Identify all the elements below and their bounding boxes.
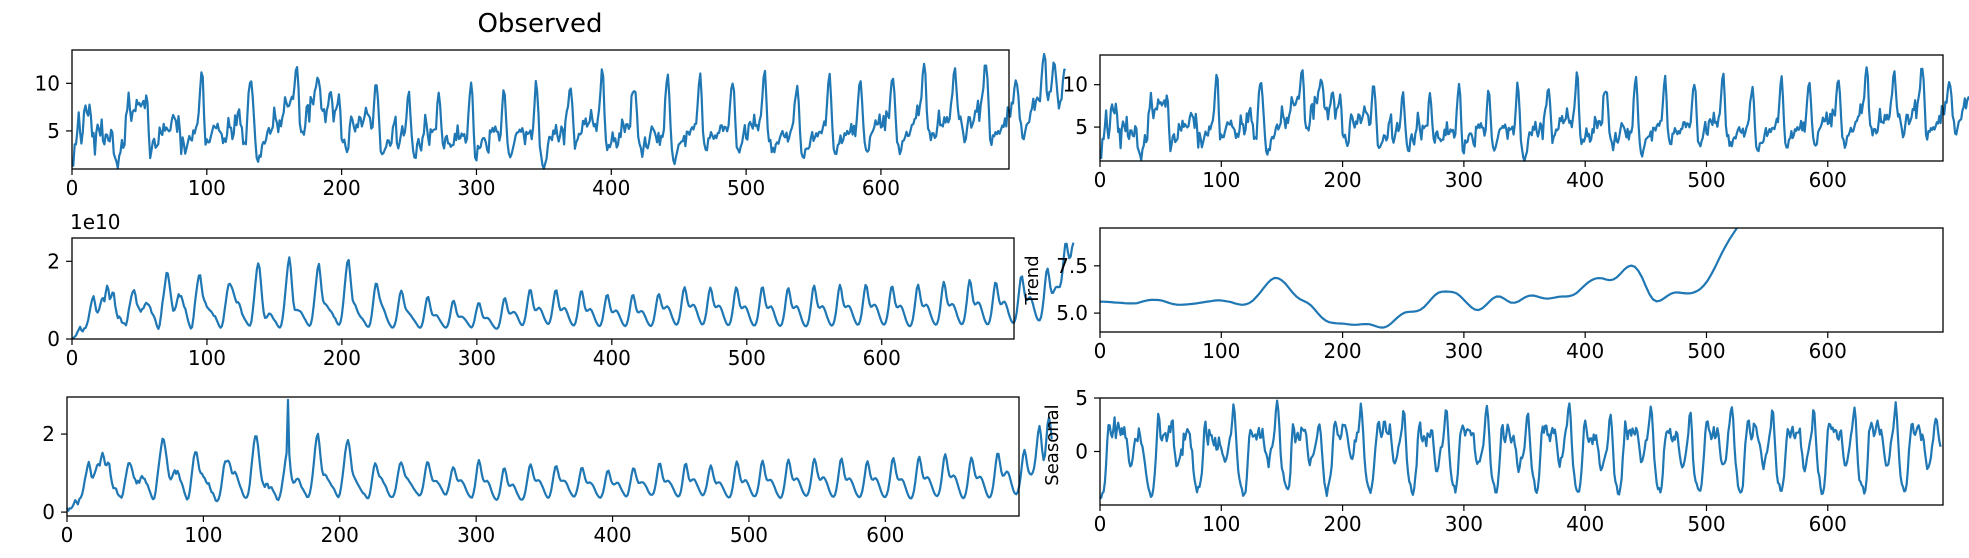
x-tick-label-1-200: 200 — [323, 346, 361, 370]
series-line-2-0 — [66, 398, 1053, 512]
x-tick-label-3-200: 200 — [1323, 168, 1361, 192]
x-tick-label-3-300: 300 — [1445, 168, 1483, 192]
y-tick-label-0-10: 10 — [35, 71, 60, 95]
x-tick-label-3-500: 500 — [1687, 168, 1725, 192]
x-tick-label-2-200: 200 — [321, 523, 359, 547]
x-tick-label-4-100: 100 — [1202, 339, 1240, 363]
panel-right-2: 0 100 200 300 400 500 600 5.0 7.5 — [1056, 227, 1944, 363]
x-tick-label-4-600: 600 — [1809, 339, 1847, 363]
x-tick-label-0-200: 200 — [323, 176, 361, 200]
y-tick-label-2-2: 2 — [42, 422, 55, 446]
x-tick-label-2-300: 300 — [457, 523, 495, 547]
x-tick-label-5-300: 300 — [1445, 512, 1483, 536]
x-tick-label-5-400: 400 — [1566, 512, 1604, 536]
axes-frame-3 — [1099, 54, 1944, 162]
ylabel-seasonal: Seasonal — [1042, 404, 1063, 485]
panel-right-3: 0 100 200 300 400 500 600 0 5 — [1075, 386, 1944, 536]
x-tick-label-2-400: 400 — [593, 523, 631, 547]
x-tick-label-0-300: 300 — [457, 176, 495, 200]
x-tick-label-5-500: 500 — [1687, 512, 1725, 536]
x-tick-label-5-600: 600 — [1809, 512, 1847, 536]
x-tick-label-1-600: 600 — [863, 346, 901, 370]
x-tick-label-3-600: 600 — [1809, 168, 1847, 192]
panel-left-2: 0 100 200 300 400 500 600 0 2 — [47, 237, 1075, 370]
x-tick-label-2-0: 0 — [61, 523, 74, 547]
series-line-3-0 — [1099, 66, 1969, 162]
x-tick-label-4-0: 0 — [1094, 339, 1107, 363]
x-tick-label-4-200: 200 — [1323, 339, 1361, 363]
x-tick-label-1-400: 400 — [593, 346, 631, 370]
y-tick-label-1-0: 0 — [47, 327, 60, 351]
x-tick-label-5-100: 100 — [1202, 512, 1240, 536]
x-tick-label-0-0: 0 — [66, 176, 79, 200]
panel-left-1: 0 100 200 300 400 500 600 5 10 — [35, 49, 1067, 200]
chart-title-observed: Observed — [477, 9, 602, 39]
exponent-label-left-2: 1e10 — [70, 210, 120, 234]
x-tick-label-0-600: 600 — [862, 176, 900, 200]
x-tick-label-3-0: 0 — [1094, 168, 1107, 192]
x-tick-label-2-500: 500 — [730, 523, 768, 547]
y-tick-label-3-5: 5 — [1075, 115, 1088, 139]
x-tick-label-2-600: 600 — [866, 523, 904, 547]
x-tick-label-1-300: 300 — [458, 346, 496, 370]
y-tick-label-4-5: 5.0 — [1056, 301, 1088, 325]
x-tick-label-0-400: 400 — [592, 176, 630, 200]
x-tick-label-5-0: 0 — [1094, 512, 1107, 536]
ylabel-trend: Trend — [1022, 255, 1043, 305]
series-line-5-0 — [1099, 399, 1942, 500]
x-tick-label-0-100: 100 — [188, 176, 226, 200]
x-tick-label-2-100: 100 — [184, 523, 222, 547]
x-tick-label-4-300: 300 — [1445, 339, 1483, 363]
y-tick-label-3-10: 10 — [1063, 73, 1088, 97]
x-tick-label-5-200: 200 — [1323, 512, 1361, 536]
panel-left-3: 0 100 200 300 400 500 600 0 2 — [42, 396, 1053, 547]
x-tick-label-3-400: 400 — [1566, 168, 1604, 192]
y-tick-label-5-0: 0 — [1075, 440, 1088, 464]
panel-right-1: 0 100 200 300 400 500 600 5 10 — [1063, 54, 1969, 192]
x-tick-label-4-500: 500 — [1687, 339, 1725, 363]
x-tick-label-1-500: 500 — [728, 346, 766, 370]
axes-frame-1 — [71, 237, 1015, 340]
axes-frame-4 — [1099, 227, 1944, 333]
x-tick-label-4-400: 400 — [1566, 339, 1604, 363]
y-tick-label-2-0: 0 — [42, 500, 55, 524]
x-tick-label-0-500: 500 — [727, 176, 765, 200]
series-line-0-0 — [71, 52, 1067, 170]
series-line-4-0 — [1100, 227, 1738, 329]
x-tick-label-3-100: 100 — [1202, 168, 1240, 192]
axes-frame-0 — [71, 49, 1010, 170]
y-tick-label-4-7.5: 7.5 — [1056, 254, 1088, 278]
y-tick-label-5-5: 5 — [1075, 386, 1088, 410]
y-tick-label-1-2: 2 — [47, 249, 60, 273]
series-line-1-0 — [71, 242, 1075, 340]
y-tick-label-0-5: 5 — [47, 119, 60, 143]
x-tick-label-1-0: 0 — [66, 346, 79, 370]
x-tick-label-1-100: 100 — [188, 346, 226, 370]
axes-frame-2 — [66, 396, 1020, 517]
